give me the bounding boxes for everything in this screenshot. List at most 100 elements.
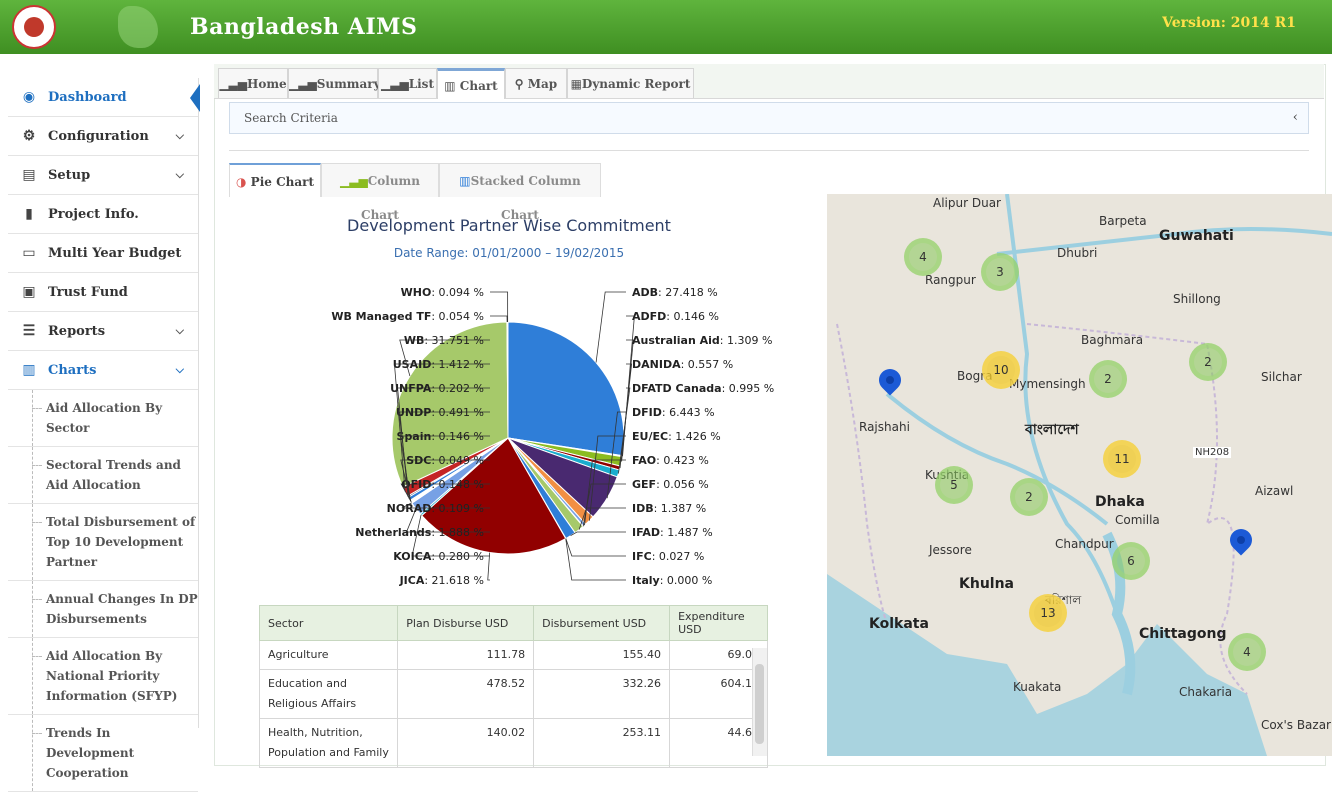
data-label: FAO: 0.423 % bbox=[632, 454, 709, 467]
tab-pie-chart[interactable]: ◑ Pie Chart bbox=[229, 163, 321, 197]
gears-icon: ⚙ bbox=[22, 128, 36, 144]
map-place: Barpeta bbox=[1099, 214, 1147, 228]
map-road-label: NH208 bbox=[1193, 447, 1232, 458]
map-cluster-marker[interactable]: 10 bbox=[982, 351, 1020, 389]
tab-label: Pie Chart bbox=[250, 175, 314, 189]
main-tabbar: ▁▃▅Home ▁▃▅Summary ▁▃▅List ▥ Chart ⚲ Map… bbox=[214, 64, 1324, 99]
tab-stacked-column-chart[interactable]: ▥Stacked Column Chart bbox=[439, 163, 601, 222]
active-indicator bbox=[190, 84, 200, 112]
map-cluster-marker[interactable]: 11 bbox=[1103, 440, 1141, 478]
sidebar-subitem-total-disbursement-top10[interactable]: Total Disbursement of Top 10 Development… bbox=[8, 504, 198, 581]
map-place: Rangpur bbox=[925, 273, 976, 287]
search-criteria-panel[interactable]: Search Criteria ‹ bbox=[229, 102, 1309, 134]
data-label: ADFD: 0.146 % bbox=[632, 310, 719, 323]
tab-chart[interactable]: ▥ Chart bbox=[437, 68, 505, 99]
sidebar-item-charts[interactable]: ▥ Charts ⌵ bbox=[8, 351, 198, 390]
scrollbar-thumb[interactable] bbox=[755, 664, 764, 744]
connector-line bbox=[570, 531, 626, 537]
connector-line bbox=[411, 514, 490, 557]
map-cluster-marker[interactable]: 2 bbox=[1189, 343, 1227, 381]
table-cell: 155.40 bbox=[533, 640, 671, 670]
data-label: NORAD: 0.109 % bbox=[387, 502, 484, 515]
pie-slice-wb[interactable] bbox=[391, 321, 509, 488]
chevron-left-icon[interactable]: ‹ bbox=[1292, 110, 1298, 125]
sidebar-item-multi-year-budget[interactable]: ▭ Multi Year Budget bbox=[8, 234, 198, 273]
table-cell: 253.11 bbox=[533, 718, 671, 768]
table-header[interactable]: Expenditure USD bbox=[669, 605, 768, 641]
map-cluster-marker[interactable]: 4 bbox=[904, 238, 942, 276]
sidebar-subitem-aid-allocation-npi[interactable]: Aid Allocation By National Priority Info… bbox=[8, 638, 198, 715]
connector-line bbox=[397, 387, 490, 497]
connector-line bbox=[405, 508, 490, 533]
data-label: ADB: 27.418 % bbox=[632, 286, 718, 299]
sidebar-item-configuration[interactable]: ⚙ Configuration ⌵ bbox=[8, 117, 198, 156]
tab-label: Dynamic Report bbox=[581, 77, 691, 91]
sidebar-item-trust-fund[interactable]: ▣ Trust Fund bbox=[8, 273, 198, 312]
sidebar-item-project-info[interactable]: ▮ Project Info. bbox=[8, 195, 198, 234]
data-label: DFATD Canada: 0.995 % bbox=[632, 382, 774, 395]
tab-home[interactable]: ▁▃▅Home bbox=[218, 68, 288, 98]
pie-chart-svg: ADB: 27.418 % ADFD: 0.146 % Australian Aid… bbox=[331, 286, 774, 587]
pie-slice-who[interactable] bbox=[506, 321, 509, 439]
table-header[interactable]: Plan Disburse USD bbox=[397, 605, 535, 641]
table-cell: 332.26 bbox=[533, 669, 671, 719]
table-cell: Agriculture bbox=[258, 640, 399, 670]
map-place: Khulna bbox=[959, 576, 1014, 592]
map-cluster-marker[interactable]: 3 bbox=[981, 253, 1019, 291]
money-icon: ▣ bbox=[22, 284, 36, 300]
table-header[interactable]: Disbursement USD bbox=[533, 605, 671, 641]
stacked-chart-icon: ▥ bbox=[459, 174, 471, 188]
sidebar-item-setup[interactable]: ▤ Setup ⌵ bbox=[8, 156, 198, 195]
connector-line bbox=[595, 291, 626, 363]
data-label: IFC: 0.027 % bbox=[632, 550, 704, 563]
pie-chart-container: Development Partner Wise Commitment Date… bbox=[214, 198, 827, 602]
map-base bbox=[827, 194, 1332, 756]
data-label: DFID: 6.443 % bbox=[632, 406, 715, 419]
connector-line bbox=[565, 538, 626, 581]
data-label: Spain: 0.146 % bbox=[397, 430, 484, 443]
map-place: Shillong bbox=[1173, 292, 1221, 306]
sidebar-item-label: Multi Year Budget bbox=[48, 245, 182, 261]
tab-map[interactable]: ⚲ Map bbox=[505, 68, 567, 98]
tab-dynamic-report[interactable]: ▦Dynamic Report bbox=[567, 68, 694, 98]
sidebar-subitem-sectoral-trends[interactable]: Sectoral Trends and Aid Allocation bbox=[8, 447, 198, 504]
map-place: Mymensingh bbox=[1009, 377, 1086, 391]
data-label: EU/EC: 1.426 % bbox=[632, 430, 721, 443]
sidebar-subitem-aid-allocation-by-sector[interactable]: Aid Allocation By Sector bbox=[8, 390, 198, 447]
setup-icon: ▤ bbox=[22, 167, 36, 183]
map-cluster-marker[interactable]: 4 bbox=[1228, 633, 1266, 671]
connector-line bbox=[401, 502, 490, 509]
tab-list[interactable]: ▁▃▅List bbox=[378, 68, 437, 98]
data-label: JICA: 21.618 % bbox=[399, 574, 484, 587]
sidebar-subitem-annual-changes[interactable]: Annual Changes In DP Disbursements bbox=[8, 581, 198, 638]
tab-column-chart[interactable]: ▁▃▅Column Chart bbox=[321, 163, 439, 222]
column-chart-icon: ▁▃▅ bbox=[340, 174, 368, 188]
map-cluster-marker[interactable]: 2 bbox=[1089, 360, 1127, 398]
tab-label: Stacked Column Chart bbox=[470, 174, 581, 222]
map-place: Aizawl bbox=[1255, 484, 1294, 498]
tab-label: List bbox=[408, 77, 434, 91]
table-row: Education and Religious Affairs 478.52 3… bbox=[258, 669, 768, 719]
map-cluster-marker[interactable]: 13 bbox=[1029, 594, 1067, 632]
table-row: Health, Nutrition, Population and Family… bbox=[258, 718, 768, 768]
version-label: Version: 2014 R1 bbox=[1162, 15, 1296, 31]
sidebar-item-dashboard[interactable]: ◉ Dashboard bbox=[8, 78, 200, 117]
connector-line bbox=[606, 411, 626, 499]
map-place: Chittagong bbox=[1139, 626, 1227, 642]
map-cluster-marker[interactable]: 5 bbox=[935, 466, 973, 504]
map-view[interactable]: Alipur Duar Barpeta Guwahati Rangpur Dhu… bbox=[827, 194, 1332, 756]
tab-summary[interactable]: ▁▃▅Summary bbox=[288, 68, 381, 98]
connector-line bbox=[565, 538, 626, 557]
map-place: Cox's Bazar bbox=[1261, 718, 1331, 732]
map-cluster-marker[interactable]: 6 bbox=[1112, 542, 1150, 580]
sidebar-item-label: Project Info. bbox=[48, 206, 139, 222]
connector-line bbox=[394, 363, 490, 492]
table-header[interactable]: Sector bbox=[258, 605, 399, 641]
table-cell: Education and Religious Affairs bbox=[258, 669, 399, 719]
sidebar-item-label: Configuration bbox=[48, 128, 149, 144]
sidebar-subitem-trends-development-cooperation[interactable]: Trends In Development Cooperation bbox=[8, 715, 198, 792]
sidebar-item-reports[interactable]: ☰ Reports ⌵ bbox=[8, 312, 198, 351]
connector-line bbox=[490, 315, 508, 323]
map-cluster-marker[interactable]: 2 bbox=[1010, 478, 1048, 516]
table-scrollbar[interactable] bbox=[752, 648, 767, 756]
